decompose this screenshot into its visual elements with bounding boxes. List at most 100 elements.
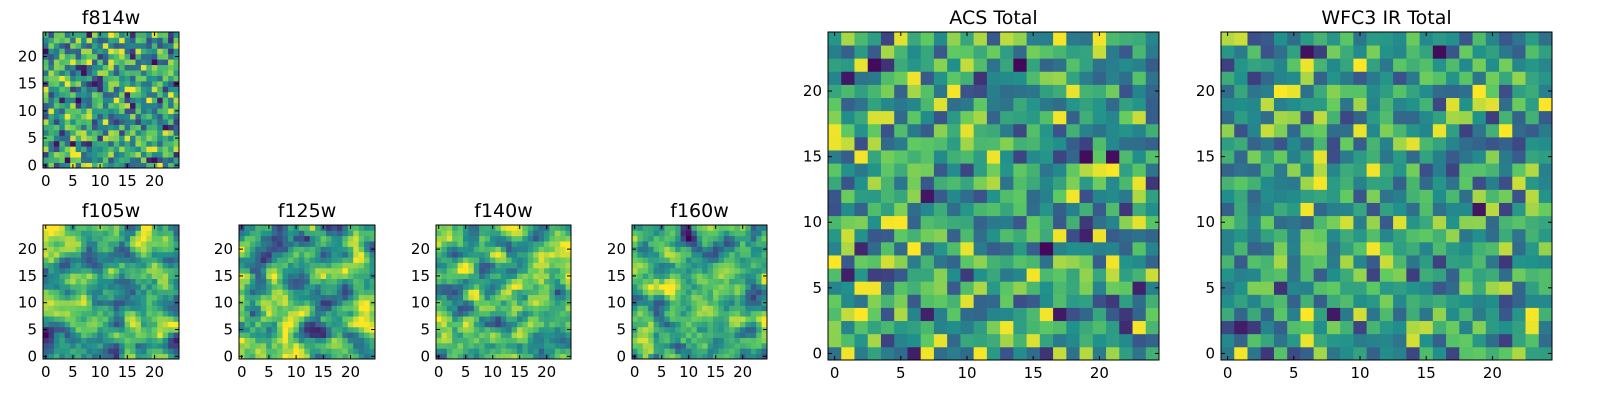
heatmap-cell [680,337,687,344]
heatmap-cell [894,268,908,282]
heatmap-cell [675,305,681,312]
heatmap-cell [669,246,676,253]
heatmap-cell [1234,255,1248,269]
heatmap-cell [173,48,180,55]
heatmap-cell [734,267,741,274]
heatmap-cell [157,273,164,279]
heatmap-cell [522,326,529,333]
heatmap-cell [135,251,142,258]
heatmap-cell [113,135,120,142]
heatmap-cell [756,310,762,317]
heatmap-cell [1026,189,1041,203]
heatmap-cell [249,273,256,279]
heatmap-cell [369,241,376,247]
heatmap-cell [1366,202,1381,217]
heatmap-cell [1106,189,1120,203]
heatmap-cell [1039,84,1054,98]
heatmap-cell [113,348,120,355]
heatmap-cell [511,316,518,322]
heatmap-cell [1406,255,1420,269]
heatmap-cell [1379,255,1394,269]
heatmap-cell [675,251,681,258]
heatmap-cell [342,294,349,301]
heatmap-cell [854,45,869,59]
heatmap-cell [1379,202,1394,217]
heatmap-cell [1145,241,1160,256]
heatmap-cell [358,225,365,231]
heatmap-cell [320,348,327,355]
heatmap-cell [64,32,71,38]
heatmap-cell [162,70,169,76]
heatmap-cell [538,316,545,322]
heatmap-cell [1538,84,1553,98]
heatmap-cell [282,289,289,296]
heatmap-cell [1026,307,1041,322]
heatmap-cell [347,251,354,258]
heatmap-cell [1485,333,1500,348]
heatmap-cell [43,70,49,76]
heatmap-cell [522,235,529,242]
heatmap-cell [484,337,491,344]
heatmap-cell [146,337,153,344]
heatmap-cell [244,262,251,269]
heatmap-cell [686,230,692,237]
heatmap-cell [347,316,354,322]
heatmap-cell [761,257,768,263]
heatmap-cell [1326,150,1341,164]
heatmap-cell [1119,71,1133,85]
heatmap-cell [457,348,464,355]
heatmap-cell [64,91,71,98]
heatmap-cell [544,337,550,344]
heatmap-cell [960,333,975,348]
heatmap-cell [506,283,512,290]
heatmap-cell [64,278,71,285]
heatmap-cell [168,151,174,158]
heatmap-cell [347,241,354,247]
heatmap-cell [48,283,55,290]
heatmap-cell [436,251,442,258]
heatmap-cell [75,140,82,147]
heatmap-cell [675,235,681,242]
heatmap-cell [473,273,480,279]
heatmap-cell [680,348,687,355]
heatmap-cell [309,289,316,296]
heatmap-cell [130,310,136,317]
heatmap-cell [659,326,665,333]
heatmap-cell [140,305,147,312]
heatmap-cell [59,348,66,355]
heatmap-cell [271,305,278,312]
heatmap-cell [1106,320,1120,335]
heatmap-cell [260,300,267,306]
heatmap-cell [119,310,125,317]
heatmap-cell [1419,215,1434,230]
heatmap-cell [287,262,294,269]
heatmap-cell [473,348,480,355]
heatmap-cell [1119,294,1133,308]
heatmap-cell [1353,32,1368,46]
heatmap-cell [108,97,115,104]
heatmap-cell [1287,136,1301,151]
heatmap-cell [894,281,908,295]
heatmap-cell [907,123,922,138]
heatmap-cell [91,151,98,158]
heatmap-cell [1485,307,1500,322]
heatmap-cell [1512,71,1526,85]
heatmap-cell [659,257,665,263]
heatmap-cell [282,321,289,328]
heatmap-cell [249,353,256,360]
heatmap-cell [48,119,55,125]
heatmap-cell [113,162,120,169]
heatmap-cell [70,251,77,258]
heatmap-cell [331,342,338,349]
heatmap-cell [162,157,169,163]
heatmap-cell [880,294,895,308]
heatmap-cell [1353,150,1368,164]
heatmap-cell [162,348,169,355]
heatmap-cell [675,230,681,237]
heatmap-cell [48,157,55,163]
heatmap-cell [162,300,169,306]
heatmap-cell [1053,294,1067,308]
heatmap-cell [653,251,660,258]
heatmap-cell [309,246,316,253]
heatmap-cell [157,129,164,136]
